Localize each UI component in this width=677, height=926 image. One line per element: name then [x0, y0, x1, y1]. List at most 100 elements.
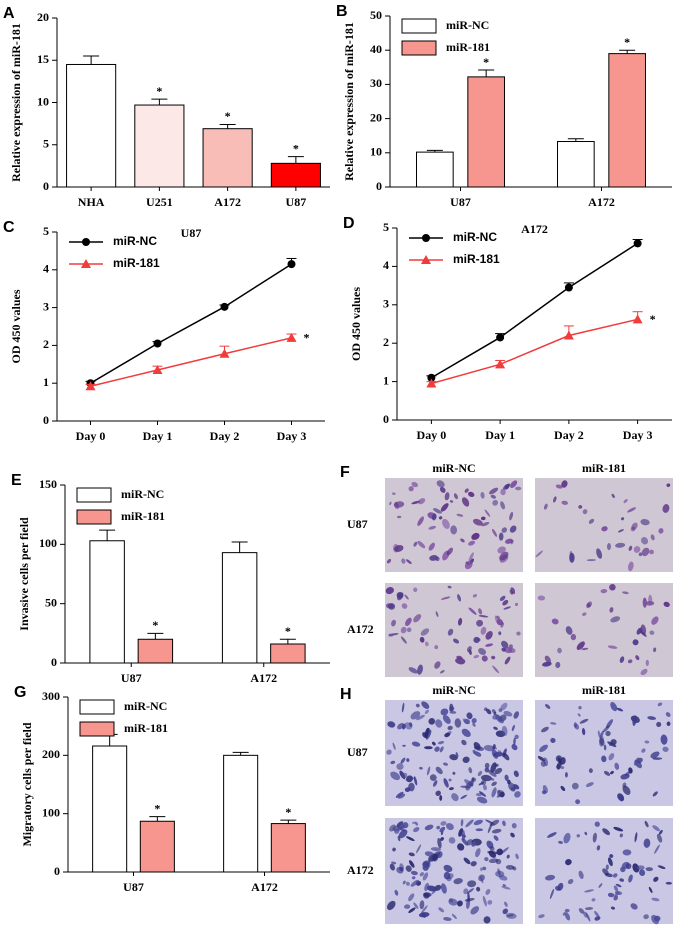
- cell: [448, 837, 456, 844]
- cell: [474, 751, 482, 757]
- cell: [477, 770, 483, 777]
- bar: [92, 745, 128, 873]
- y-axis-label: Relative expression of miR-181: [342, 22, 356, 181]
- panel-letter: A: [3, 5, 15, 22]
- bar: [66, 63, 117, 188]
- cell: [405, 617, 412, 627]
- cell: [422, 913, 426, 918]
- significance: *: [156, 84, 162, 98]
- cell: [560, 785, 566, 792]
- cell: [399, 866, 404, 871]
- cell: [394, 545, 404, 552]
- cell: [386, 558, 392, 564]
- cell: [419, 872, 424, 877]
- cell: [483, 707, 488, 711]
- cell: [411, 741, 421, 747]
- bar: [416, 151, 454, 188]
- cell: [660, 734, 668, 745]
- cell: [620, 773, 630, 780]
- cell: [387, 721, 396, 728]
- cell: [619, 833, 623, 838]
- cell: [468, 607, 477, 615]
- cell: [576, 834, 580, 838]
- cell: [398, 793, 406, 799]
- cell: [431, 513, 437, 521]
- cell: [535, 550, 543, 558]
- micrograph: [535, 478, 673, 572]
- cell: [429, 774, 437, 781]
- cell: [581, 728, 586, 736]
- cell: [586, 601, 593, 609]
- cell: [613, 826, 624, 832]
- cell: [609, 854, 614, 858]
- cell: [424, 746, 433, 750]
- marker: [287, 260, 296, 269]
- row-label: U87: [347, 517, 368, 531]
- cell: [663, 601, 670, 608]
- significance: *: [152, 618, 158, 632]
- cell: [596, 548, 603, 559]
- cell: [451, 793, 459, 802]
- cell: [471, 718, 477, 724]
- cell: [656, 721, 662, 728]
- cell: [500, 501, 505, 510]
- cell: [453, 493, 458, 500]
- panel-letter: B: [336, 3, 348, 20]
- micrograph-bg: [535, 700, 673, 806]
- cell: [480, 867, 483, 872]
- error-bar: [287, 156, 304, 164]
- cell: [476, 886, 481, 892]
- cell: [551, 618, 559, 625]
- cell: [440, 596, 451, 600]
- cell: [492, 499, 499, 506]
- legend-label: miR-NC: [453, 230, 497, 244]
- cell: [480, 516, 486, 521]
- cell: [405, 865, 412, 872]
- x-tick-label: U87: [121, 671, 142, 685]
- cell: [439, 795, 443, 801]
- cell: [545, 703, 551, 709]
- legend-swatch: [79, 699, 115, 715]
- cell: [648, 886, 653, 894]
- chart-title: A172: [521, 222, 548, 236]
- cell: [649, 630, 655, 635]
- cell: [641, 537, 649, 545]
- bar: [467, 76, 505, 188]
- cell: [473, 819, 483, 826]
- cell: [445, 823, 454, 831]
- cell: [582, 612, 587, 616]
- bar: [139, 820, 175, 873]
- cell: [560, 766, 565, 770]
- cell: [509, 511, 514, 521]
- error-bar: [219, 123, 236, 129]
- cell: [449, 754, 458, 761]
- cell: [632, 863, 640, 873]
- x-tick-label: A172: [251, 880, 278, 894]
- cell: [504, 656, 511, 665]
- cell: [484, 762, 490, 769]
- cell: [387, 900, 396, 911]
- cell: [491, 777, 495, 781]
- cell: [401, 702, 405, 713]
- cell: [467, 880, 477, 888]
- cell: [422, 863, 428, 867]
- cell: [455, 657, 466, 665]
- cell: [413, 587, 418, 593]
- cell: [609, 607, 614, 613]
- cell: [488, 850, 497, 858]
- cell: [605, 730, 611, 737]
- cell: [666, 483, 671, 488]
- cell: [434, 746, 440, 752]
- cell: [564, 908, 570, 913]
- cell: [481, 655, 488, 662]
- cell: [565, 859, 572, 866]
- cell: [471, 532, 480, 540]
- cell: [588, 768, 593, 774]
- significance: *: [285, 805, 291, 819]
- marker: [564, 283, 573, 292]
- error-bar: [280, 819, 297, 824]
- cell: [607, 857, 613, 867]
- x-tick-label: Day 3: [277, 429, 307, 443]
- micrograph-bg: [535, 583, 673, 677]
- cell: [470, 906, 480, 915]
